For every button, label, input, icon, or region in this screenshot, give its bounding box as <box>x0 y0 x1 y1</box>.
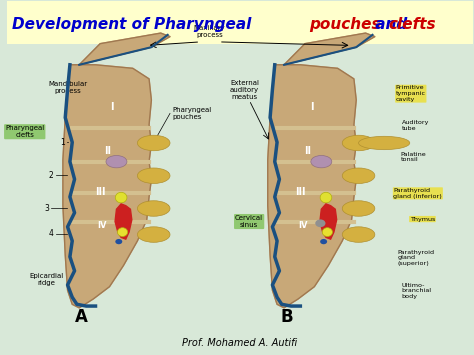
Text: Parathyroid
gland (inferior): Parathyroid gland (inferior) <box>393 188 442 199</box>
Ellipse shape <box>137 227 170 242</box>
Ellipse shape <box>320 192 332 203</box>
Text: Epicardial
ridge: Epicardial ridge <box>29 273 64 286</box>
Text: — 2: — 2 <box>156 172 170 178</box>
Text: — 3: — 3 <box>156 205 170 211</box>
Text: — 1: — 1 <box>156 139 170 145</box>
Polygon shape <box>63 65 151 308</box>
Text: Cervical
sinus: Cervical sinus <box>235 215 263 228</box>
Text: Pharyngeal
clefts: Pharyngeal clefts <box>5 125 45 138</box>
Ellipse shape <box>106 155 127 168</box>
Polygon shape <box>268 65 356 308</box>
Text: Ultimo-
branchial
body: Ultimo- branchial body <box>402 283 432 299</box>
Ellipse shape <box>137 135 170 151</box>
Text: I: I <box>110 102 114 112</box>
Text: 2: 2 <box>49 170 54 180</box>
Text: III: III <box>295 187 306 197</box>
Ellipse shape <box>311 155 332 168</box>
Ellipse shape <box>315 219 326 227</box>
Text: Pharyngeal
pouches: Pharyngeal pouches <box>173 107 211 120</box>
Ellipse shape <box>115 239 122 244</box>
Text: Prof. Mohamed A. Autifi: Prof. Mohamed A. Autifi <box>182 338 298 348</box>
Text: II: II <box>304 146 311 156</box>
Text: clefts: clefts <box>388 17 436 32</box>
Text: — 4: — 4 <box>156 231 170 237</box>
Text: Maxillary
process: Maxillary process <box>194 25 225 38</box>
Text: Parathyroid
gland
(superior): Parathyroid gland (superior) <box>397 250 434 266</box>
Ellipse shape <box>115 192 127 203</box>
Ellipse shape <box>358 136 410 150</box>
Ellipse shape <box>320 239 327 244</box>
Ellipse shape <box>342 168 375 184</box>
Ellipse shape <box>342 135 375 151</box>
Text: I: I <box>310 102 314 112</box>
Text: A: A <box>75 308 88 326</box>
Text: 3: 3 <box>44 204 49 213</box>
Ellipse shape <box>342 227 375 242</box>
Text: 4: 4 <box>49 229 54 238</box>
Ellipse shape <box>137 168 170 184</box>
Text: Development of Pharyngeal: Development of Pharyngeal <box>12 17 256 32</box>
Polygon shape <box>115 204 132 239</box>
Text: II: II <box>104 146 110 156</box>
Text: B: B <box>280 308 293 326</box>
FancyBboxPatch shape <box>7 1 473 44</box>
Ellipse shape <box>137 201 170 216</box>
Text: III: III <box>95 187 105 197</box>
Text: Palatine
tonsil: Palatine tonsil <box>401 152 426 163</box>
Ellipse shape <box>342 201 375 216</box>
Text: 1: 1 <box>61 138 65 147</box>
Text: Primitive
tympanic
cavity: Primitive tympanic cavity <box>396 85 426 102</box>
Text: External
auditory
meatus: External auditory meatus <box>230 80 259 100</box>
Polygon shape <box>284 33 375 65</box>
Text: pouches: pouches <box>309 17 381 32</box>
Polygon shape <box>79 33 170 65</box>
Text: Thymus: Thymus <box>410 217 435 222</box>
Text: and: and <box>370 17 412 32</box>
Polygon shape <box>320 204 337 239</box>
Ellipse shape <box>118 228 128 236</box>
Text: IV: IV <box>98 220 107 230</box>
Text: IV: IV <box>298 220 308 230</box>
Ellipse shape <box>322 228 332 236</box>
Text: Mandibular
process: Mandibular process <box>48 81 87 94</box>
Text: Auditory
tube: Auditory tube <box>402 120 429 131</box>
